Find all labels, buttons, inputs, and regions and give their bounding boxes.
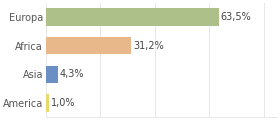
Bar xyxy=(46,37,131,54)
Bar xyxy=(46,66,57,83)
Text: 1,0%: 1,0% xyxy=(51,98,75,108)
Text: 63,5%: 63,5% xyxy=(221,12,252,22)
Bar xyxy=(46,94,48,111)
Text: 31,2%: 31,2% xyxy=(133,41,164,51)
Text: 4,3%: 4,3% xyxy=(60,69,84,79)
Bar xyxy=(46,9,219,26)
